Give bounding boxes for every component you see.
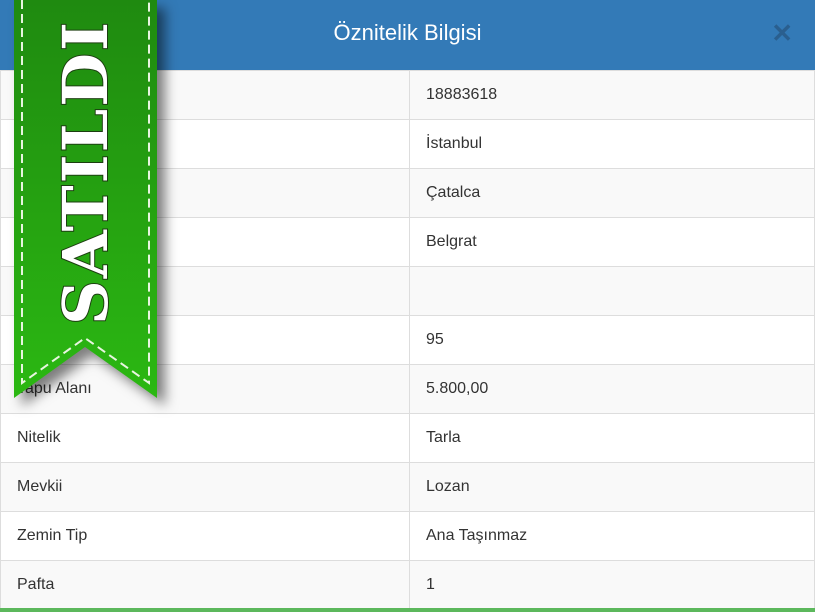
sold-label: SATILDI [48, 19, 123, 326]
row-value [409, 266, 815, 316]
table-row: Zemin Tip Ana Taşınmaz [0, 511, 815, 561]
table-row: Mevkii Lozan [0, 462, 815, 512]
close-icon[interactable]: ✕ [771, 18, 793, 48]
row-value: 5.800,00 [409, 364, 815, 414]
ribbon-text: SATILDI [14, 0, 157, 345]
table-row: Pafta 1 [0, 560, 815, 610]
row-value: 1 [409, 560, 815, 610]
row-value: 18883618 [409, 70, 815, 120]
dialog-title: Öznitelik Bilgisi [333, 20, 482, 45]
row-value: İstanbul [409, 119, 815, 169]
table-row: Nitelik Tarla [0, 413, 815, 463]
row-label: Nitelik [0, 413, 410, 463]
row-value: Belgrat [409, 217, 815, 267]
row-value: Ana Taşınmaz [409, 511, 815, 561]
table-row: Tapu Alanı 5.800,00 [0, 364, 815, 414]
row-value: Çatalca [409, 168, 815, 218]
row-label: Tapu Alanı [0, 364, 410, 414]
footer-border [0, 608, 815, 612]
row-value: Lozan [409, 462, 815, 512]
row-value: Tarla [409, 413, 815, 463]
sold-ribbon [14, 0, 157, 398]
row-label: Zemin Tip [0, 511, 410, 561]
row-label: Pafta [0, 560, 410, 610]
row-label: Mevkii [0, 462, 410, 512]
row-value: 95 [409, 315, 815, 365]
